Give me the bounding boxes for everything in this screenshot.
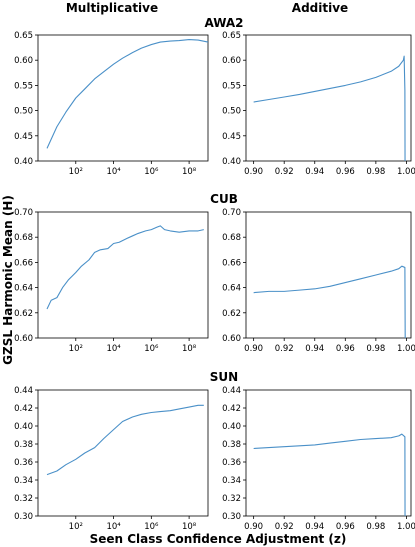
panel-cub-multiplicative: 0.60 0.62 0.64 0.66 0.68 0.70 10² 10⁴ 10⁶ 10⁸ bbox=[14, 208, 209, 354]
y-tick-label: 0.70 bbox=[14, 208, 33, 218]
x-tick-label: 10⁴ bbox=[106, 167, 121, 177]
series-line bbox=[253, 55, 406, 162]
y-tick-label: 0.60 bbox=[14, 56, 33, 66]
x-tick-label: 0.92 bbox=[275, 167, 294, 177]
panel-cub-additive: 0.60 0.62 0.64 0.66 0.68 0.70 0.90 0.92 0.94 0.96… bbox=[222, 208, 415, 354]
y-tick-label: 0.32 bbox=[222, 494, 241, 504]
x-tick-label: 0.94 bbox=[305, 344, 324, 354]
x-tick-label: 1.00 bbox=[397, 522, 415, 532]
y-tick-label: 0.70 bbox=[222, 208, 241, 218]
column-title-additive: Additive bbox=[292, 1, 348, 15]
x-tick-label: 10⁸ bbox=[182, 167, 197, 177]
y-tick-label: 0.65 bbox=[14, 31, 33, 41]
x-tick-label: 10⁸ bbox=[182, 344, 197, 354]
y-tick-label: 0.66 bbox=[14, 258, 33, 268]
y-tick-label: 0.65 bbox=[222, 31, 241, 41]
y-tick-label: 0.55 bbox=[222, 81, 241, 91]
x-tick-label: 0.98 bbox=[366, 167, 385, 177]
x-tick-label: 0.94 bbox=[305, 522, 324, 532]
x-tick-label: 0.96 bbox=[336, 167, 355, 177]
series-line bbox=[46, 225, 204, 310]
y-tick-label: 0.45 bbox=[14, 132, 33, 142]
y-tick-label: 0.66 bbox=[222, 258, 241, 268]
series-line bbox=[46, 404, 204, 476]
plot-frame bbox=[37, 34, 209, 162]
dataset-title-awa2: AWA2 bbox=[204, 16, 243, 30]
y-tick-label: 0.64 bbox=[222, 284, 241, 294]
y-tick-label: 0.50 bbox=[222, 107, 241, 117]
plot-frame bbox=[245, 389, 412, 517]
plot-frame bbox=[245, 34, 412, 162]
y-tick-label: 0.40 bbox=[14, 422, 33, 432]
y-tick-label: 0.60 bbox=[14, 334, 33, 344]
y-tick-label: 0.45 bbox=[222, 132, 241, 142]
x-tick-label: 0.92 bbox=[275, 344, 294, 354]
y-tick-label: 0.36 bbox=[14, 458, 33, 468]
y-tick-label: 0.50 bbox=[14, 107, 33, 117]
y-tick-label: 0.36 bbox=[222, 458, 241, 468]
y-tick-label: 0.30 bbox=[14, 512, 33, 522]
x-tick-label: 10⁴ bbox=[106, 344, 121, 354]
x-tick-label: 10² bbox=[69, 344, 83, 354]
y-tick-label: 0.38 bbox=[222, 440, 241, 450]
panel-awa2-multiplicative: 0.40 0.45 0.50 0.55 0.60 0.65 10² 10⁴ 10⁶ 10⁸ bbox=[14, 31, 209, 177]
x-tick-label: 0.90 bbox=[244, 522, 263, 532]
x-tick-label: 0.94 bbox=[305, 167, 324, 177]
y-tick-label: 0.60 bbox=[222, 56, 241, 66]
x-tick-label: 0.98 bbox=[366, 344, 385, 354]
plot-frame bbox=[245, 211, 412, 339]
x-tick-label: 10⁸ bbox=[182, 522, 197, 532]
y-tick-label: 0.34 bbox=[222, 476, 241, 486]
dataset-title-sun: SUN bbox=[210, 370, 238, 384]
y-tick-label: 0.62 bbox=[222, 309, 241, 319]
y-tick-label: 0.40 bbox=[222, 157, 241, 167]
x-axis-label: Seen Class Confidence Adjustment (z) bbox=[90, 532, 347, 546]
y-tick-label: 0.68 bbox=[14, 233, 33, 243]
panel-awa2-additive: 0.40 0.45 0.50 0.55 0.60 0.65 0.90 0.92 0.94 0.96… bbox=[222, 31, 415, 177]
y-tick-label: 0.42 bbox=[222, 404, 241, 414]
y-tick-label: 0.68 bbox=[222, 233, 241, 243]
y-tick-label: 0.30 bbox=[222, 512, 241, 522]
x-tick-label: 10⁶ bbox=[144, 344, 159, 354]
x-tick-label: 10⁴ bbox=[106, 522, 121, 532]
x-tick-label: 10⁶ bbox=[144, 167, 159, 177]
series-line bbox=[46, 38, 209, 149]
y-tick-label: 0.38 bbox=[14, 440, 33, 450]
x-tick-label: 10⁶ bbox=[144, 522, 159, 532]
y-tick-label: 0.42 bbox=[14, 404, 33, 414]
x-tick-label: 1.00 bbox=[397, 167, 415, 177]
panel-sun-additive: 0.30 0.32 0.34 0.36 0.38 0.40 0.42 0.44 0.90 0.92… bbox=[222, 386, 415, 532]
y-tick-label: 0.62 bbox=[14, 309, 33, 319]
x-tick-label: 10² bbox=[69, 167, 83, 177]
column-title-multiplicative: Multiplicative bbox=[66, 1, 158, 15]
plot-frame bbox=[37, 389, 209, 517]
panel-sun-multiplicative: 0.30 0.32 0.34 0.36 0.38 0.40 0.42 0.44 10² 10⁴ 10… bbox=[14, 386, 209, 532]
y-tick-label: 0.32 bbox=[14, 494, 33, 504]
dataset-title-cub: CUB bbox=[210, 192, 238, 206]
x-tick-label: 0.92 bbox=[275, 522, 294, 532]
y-tick-label: 0.40 bbox=[14, 157, 33, 167]
series-line bbox=[253, 265, 406, 339]
y-tick-label: 0.40 bbox=[222, 422, 241, 432]
y-tick-label: 0.60 bbox=[222, 334, 241, 344]
y-tick-label: 0.64 bbox=[14, 284, 33, 294]
series-line bbox=[253, 433, 406, 517]
x-tick-label: 0.96 bbox=[336, 344, 355, 354]
x-tick-label: 1.00 bbox=[397, 344, 415, 354]
x-tick-label: 0.96 bbox=[336, 522, 355, 532]
x-tick-label: 0.90 bbox=[244, 344, 263, 354]
y-tick-label: 0.44 bbox=[14, 386, 33, 396]
x-tick-label: 10² bbox=[69, 522, 83, 532]
y-tick-label: 0.44 bbox=[222, 386, 241, 396]
y-tick-label: 0.34 bbox=[14, 476, 33, 486]
x-tick-label: 0.98 bbox=[366, 522, 385, 532]
y-axis-label: GZSL Harmonic Mean (H) bbox=[1, 195, 15, 365]
y-tick-label: 0.55 bbox=[14, 81, 33, 91]
x-tick-label: 0.90 bbox=[244, 167, 263, 177]
plot-frame bbox=[37, 211, 209, 339]
